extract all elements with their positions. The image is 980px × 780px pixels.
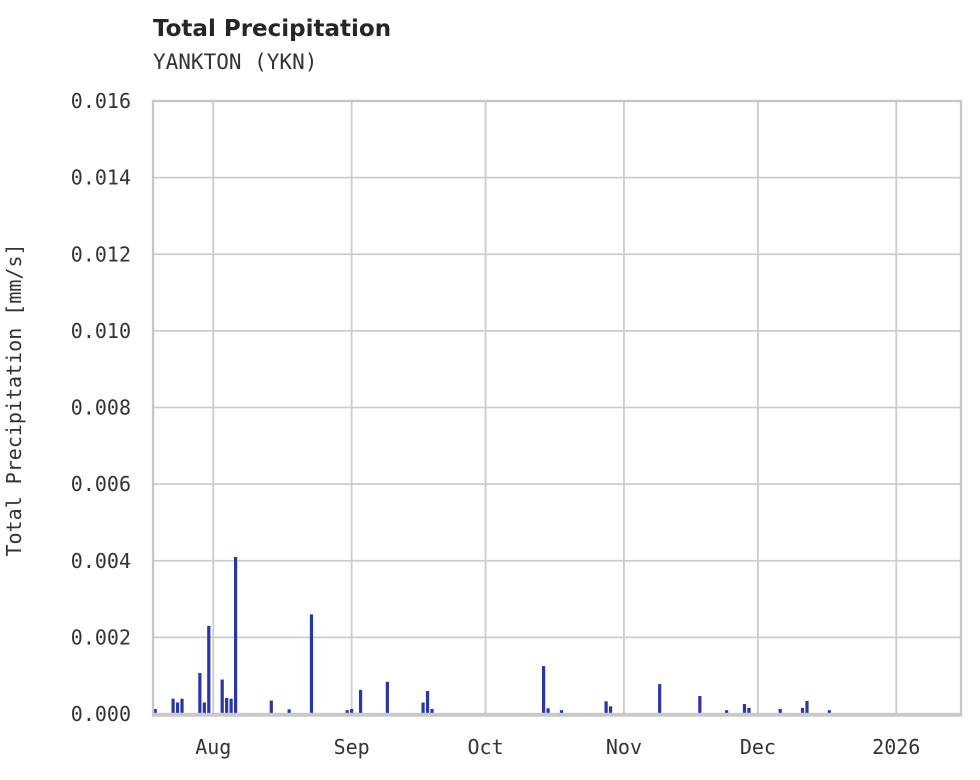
y-tick-label: 0.006: [71, 472, 131, 496]
y-axis-label: Total Precipitation [mm/s]: [2, 243, 26, 557]
precipitation-bar: [425, 691, 430, 714]
x-tick-label: Aug: [195, 735, 231, 759]
y-tick-label: 0.012: [71, 242, 131, 266]
y-tick-label: 0.008: [71, 396, 131, 420]
precipitation-bar: [742, 704, 747, 714]
y-tick-label: 0.004: [71, 549, 131, 573]
precipitation-bar: [358, 689, 363, 714]
precipitation-bar: [229, 698, 233, 714]
precipitation-bar: [559, 710, 564, 714]
y-tick-label: 0.010: [71, 319, 131, 343]
precipitation-bar: [385, 681, 389, 714]
precipitation-bar: [430, 709, 434, 714]
precipitation-bar: [207, 625, 211, 714]
y-tick-label: 0.016: [71, 89, 131, 113]
precipitation-bar: [725, 710, 729, 714]
precipitation-bar: [350, 709, 354, 714]
x-tick-label: Sep: [334, 735, 370, 759]
precipitation-bar: [542, 666, 546, 714]
precipitation-bar: [175, 702, 180, 714]
precipitation-bar: [171, 698, 175, 714]
precipitation-bar: [225, 697, 229, 714]
precipitation-bar: [778, 709, 782, 714]
precipitation-bar: [198, 673, 202, 714]
precipitation-bar: [309, 614, 314, 714]
precipitation-bar: [805, 700, 809, 714]
precipitation-bar: [747, 707, 751, 714]
chart-subtitle: YANKTON (YKN): [153, 50, 318, 74]
x-tick-label: Dec: [740, 735, 776, 759]
x-tick-label: Nov: [606, 735, 642, 759]
precipitation-bar: [698, 695, 702, 714]
precipitation-bar: [800, 707, 805, 714]
precipitation-bar: [546, 708, 550, 714]
precipitation-bar: [608, 706, 613, 714]
y-tick-label: 0.002: [71, 625, 131, 649]
precipitation-bar: [220, 679, 224, 714]
x-tick-label: 2026: [872, 735, 920, 759]
precipitation-bar: [345, 710, 349, 714]
precipitation-bar: [153, 709, 157, 714]
precipitation-bar: [269, 700, 273, 714]
precipitation-bar: [604, 701, 608, 714]
precipitation-bar: [827, 710, 831, 714]
y-tick-label: 0.014: [71, 166, 131, 190]
y-tick-label: 0.000: [71, 702, 131, 726]
precipitation-bar: [202, 702, 206, 714]
precipitation-bar: [421, 702, 425, 714]
chart-title: Total Precipitation: [153, 16, 392, 42]
precipitation-bar: [233, 556, 238, 714]
x-tick-label: Oct: [468, 735, 504, 759]
precipitation-bar: [180, 698, 184, 714]
precipitation-bar: [658, 684, 662, 714]
precipitation-bar: [287, 709, 291, 714]
